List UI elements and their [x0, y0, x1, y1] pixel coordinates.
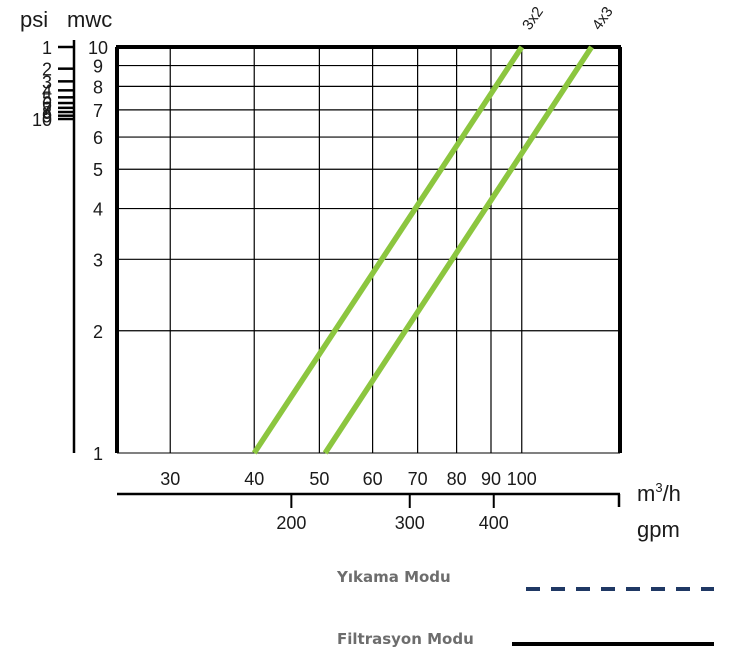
mwc-tick-label: 4 [93, 200, 103, 220]
mwc-axis-title: mwc [67, 7, 112, 32]
psi-tick-label: 1 [42, 38, 52, 58]
psi-tick-label: 8 [42, 103, 52, 123]
m3h-tick-label: 30 [160, 469, 180, 489]
series [251, 45, 594, 455]
mwc-tick-label: 2 [93, 322, 103, 342]
m3h-tick-label: 40 [244, 469, 264, 489]
series-line-4x3 [322, 45, 594, 455]
m3h-tick-label: 100 [507, 469, 537, 489]
legend-filtration-mode-label: Filtrasyon Modu [337, 630, 474, 648]
mwc-tick-label: 6 [93, 128, 103, 148]
gpm-axis-title: gpm [637, 517, 680, 542]
mwc-tick-label: 3 [93, 250, 103, 270]
mwc-tick-label: 10 [88, 38, 108, 58]
psi-tick-label: 4 [42, 81, 52, 101]
m3h-tick-label: 50 [309, 469, 329, 489]
psi-tick-label: 3 [42, 72, 52, 92]
series-label-3x2: 3x2 [519, 4, 547, 34]
m3h-tick-label: 60 [363, 469, 383, 489]
m3h-tick-label: 80 [447, 469, 467, 489]
legend: Yıkama Modu Filtrasyon Modu [336, 568, 714, 648]
psi-tick-label: 5 [42, 88, 52, 108]
mwc-tick-label: 7 [93, 101, 103, 121]
m3h-tick-label: 90 [481, 469, 501, 489]
mwc-tick-label: 8 [93, 77, 103, 97]
m3h-tick-label: 70 [408, 469, 428, 489]
legend-wash-mode-label: Yıkama Modu [336, 568, 451, 586]
psi-tick-label: 7 [42, 99, 52, 119]
grid [117, 47, 620, 453]
psi-tick-label: 2 [42, 60, 52, 80]
mwc-tick-label: 5 [93, 160, 103, 180]
axes [58, 40, 622, 508]
gpm-tick-label: 200 [276, 513, 306, 533]
mwc-tick-label: 9 [93, 57, 103, 77]
series-label-4x3: 4x3 [589, 4, 617, 34]
psi-tick-label: 9 [42, 107, 52, 127]
m3h-axis-title: m3/h [637, 480, 681, 506]
series-line-3x2 [251, 45, 525, 455]
gpm-tick-label: 300 [395, 513, 425, 533]
gpm-tick-label: 400 [479, 513, 509, 533]
psi-axis-title: psi [20, 7, 48, 32]
psi-tick-label: 10 [32, 110, 52, 130]
psi-tick-label: 6 [42, 94, 52, 114]
mwc-tick-label: 1 [93, 444, 103, 464]
